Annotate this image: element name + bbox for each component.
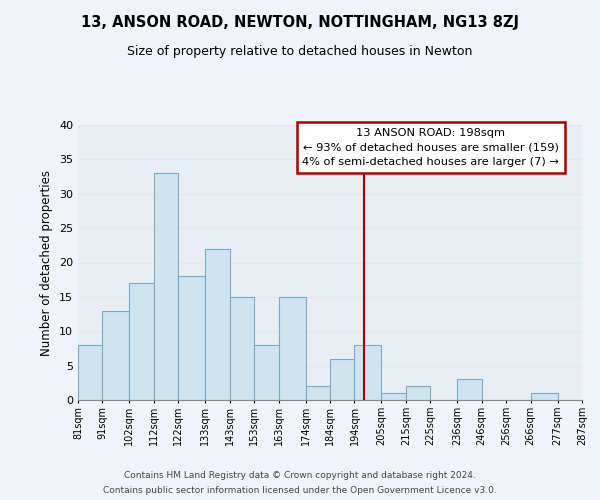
Bar [330, 359, 355, 400]
Bar [130, 283, 154, 400]
Bar [382, 393, 406, 400]
Bar [154, 173, 178, 400]
Bar [205, 248, 230, 400]
Bar [78, 345, 103, 400]
Bar [278, 297, 305, 400]
Text: 13, ANSON ROAD, NEWTON, NOTTINGHAM, NG13 8ZJ: 13, ANSON ROAD, NEWTON, NOTTINGHAM, NG13… [81, 15, 519, 30]
Bar [406, 386, 430, 400]
Bar [230, 297, 254, 400]
Bar [530, 393, 557, 400]
Bar [305, 386, 330, 400]
Text: 13 ANSON ROAD: 198sqm
← 93% of detached houses are smaller (159)
4% of semi-deta: 13 ANSON ROAD: 198sqm ← 93% of detached … [302, 128, 559, 168]
Bar [254, 345, 278, 400]
Bar [103, 310, 130, 400]
Y-axis label: Number of detached properties: Number of detached properties [40, 170, 53, 356]
Bar [457, 380, 482, 400]
Bar [355, 345, 382, 400]
Text: Contains public sector information licensed under the Open Government Licence v3: Contains public sector information licen… [103, 486, 497, 495]
Text: Contains HM Land Registry data © Crown copyright and database right 2024.: Contains HM Land Registry data © Crown c… [124, 471, 476, 480]
Text: Size of property relative to detached houses in Newton: Size of property relative to detached ho… [127, 45, 473, 58]
Bar [178, 276, 205, 400]
